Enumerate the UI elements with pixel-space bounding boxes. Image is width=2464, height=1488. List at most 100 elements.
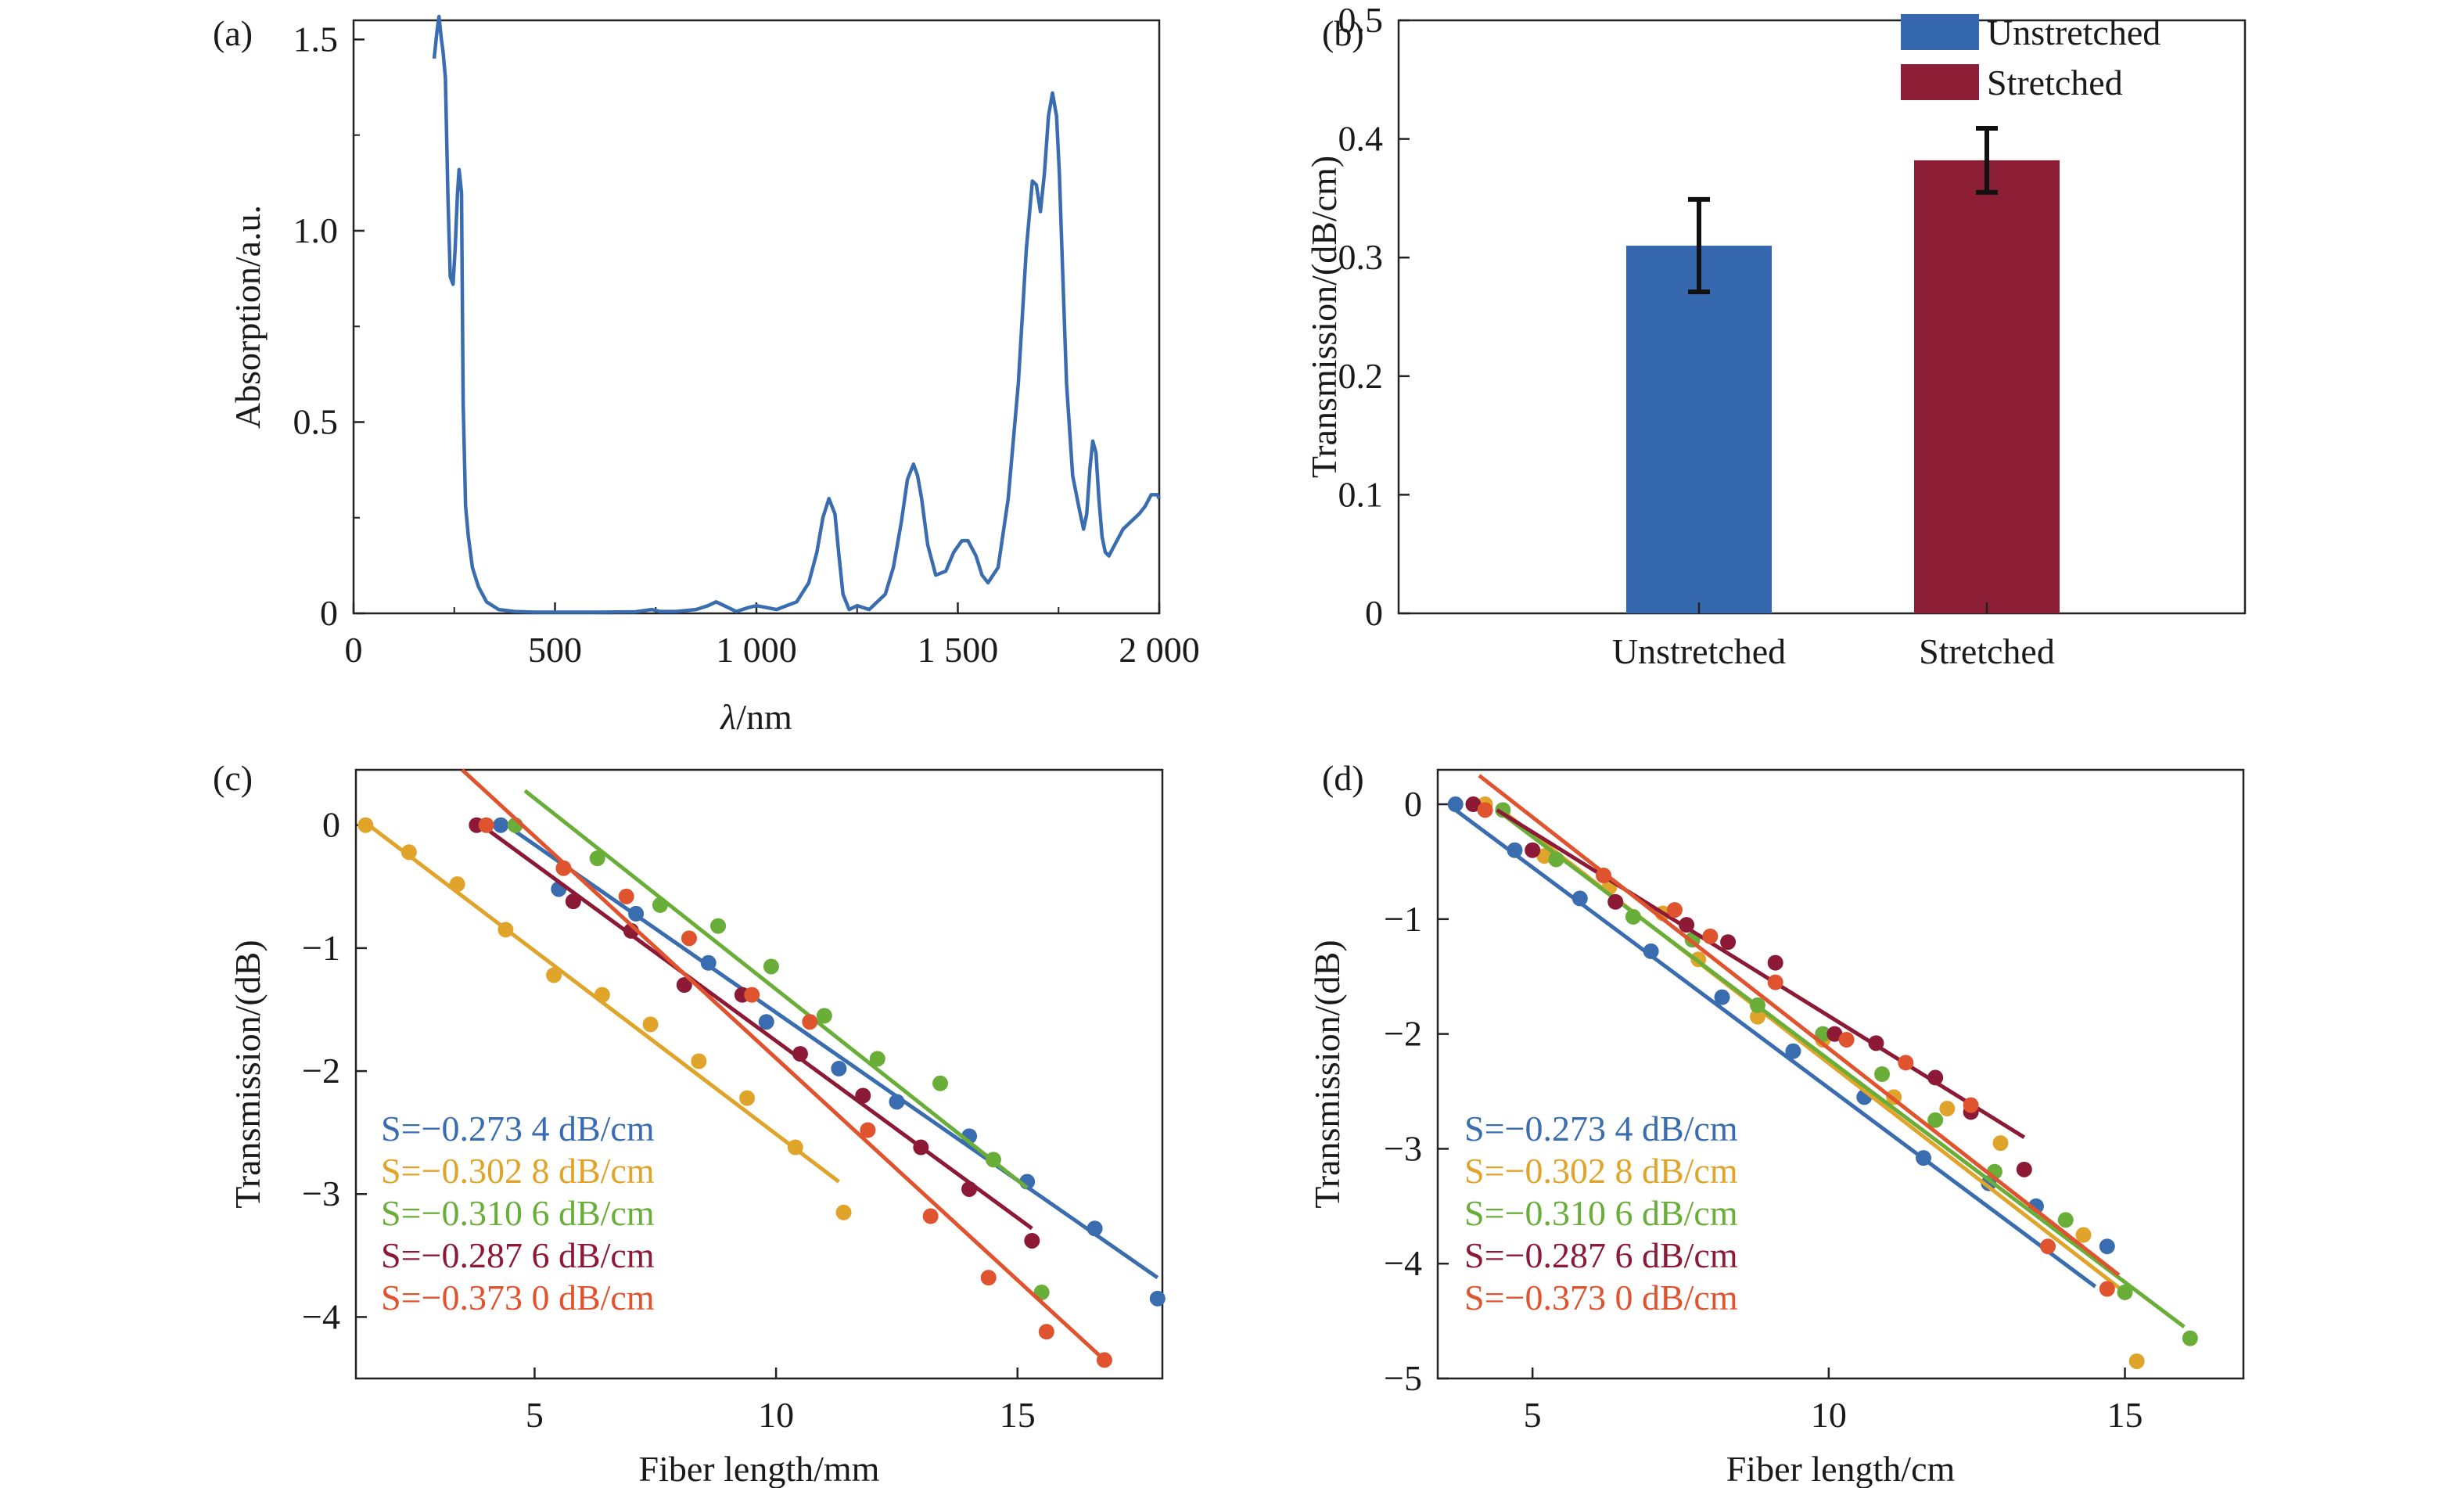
data-point <box>2182 1330 2198 1346</box>
data-point <box>1927 1112 1944 1128</box>
data-point <box>555 860 572 876</box>
x-tick-label: 0 <box>345 630 363 670</box>
data-point <box>1536 848 1553 864</box>
data-point <box>676 977 692 994</box>
y-tick-label: 0 <box>322 805 340 845</box>
data-point <box>2117 1284 2133 1300</box>
data-point <box>1963 1097 1979 1113</box>
data-point <box>816 1008 832 1024</box>
data-point <box>1785 1043 1801 1059</box>
panel-label: (b) <box>1322 13 1364 53</box>
fit-line <box>1478 774 2121 1277</box>
y-tick-label: 0 <box>320 593 338 633</box>
data-point <box>961 1181 978 1197</box>
data-point <box>1548 851 1564 868</box>
data-point <box>922 1208 939 1224</box>
data-point <box>2057 1212 2074 1228</box>
plot-frame <box>352 19 1161 615</box>
data-point <box>1749 997 1765 1013</box>
y-tick-label: 0.3 <box>1338 237 1384 277</box>
data-point <box>889 1094 905 1110</box>
fit-line <box>1454 808 2097 1289</box>
y-tick-label: −2 <box>302 1051 340 1091</box>
data-point <box>691 1053 707 1069</box>
x-tick-label: 15 <box>2107 1395 2143 1435</box>
legend-label: Stretched <box>1987 63 2123 102</box>
data-point <box>855 1087 871 1104</box>
data-point <box>1981 1175 1997 1191</box>
data-point <box>1607 893 1624 910</box>
y-tick-label: 0 <box>1404 784 1422 824</box>
legend-label: S=−0.273 4 dB/cm <box>381 1109 655 1148</box>
data-point <box>1525 842 1541 858</box>
data-point <box>802 1014 818 1030</box>
x-axis-label: λ/nm <box>719 697 792 737</box>
fit-line <box>514 829 1159 1280</box>
y-tick-label: −4 <box>1384 1243 1422 1283</box>
legend-label: S=−0.373 0 dB/cm <box>381 1278 655 1317</box>
data-point <box>478 817 494 833</box>
data-point <box>763 958 779 975</box>
data-point <box>546 967 562 983</box>
data-point <box>1666 902 1683 918</box>
data-point <box>1596 868 1612 884</box>
plot-frame <box>1436 768 2245 1380</box>
data-point <box>1477 802 1493 818</box>
data-point <box>1714 989 1730 1005</box>
data-point <box>1465 796 1482 813</box>
fit-line <box>1496 808 2026 1139</box>
legend-swatch <box>1901 64 1979 100</box>
data-point <box>1868 1035 1884 1051</box>
data-point <box>831 1060 847 1076</box>
y-tick-label: −1 <box>1384 899 1422 939</box>
data-point <box>642 1016 659 1033</box>
data-point <box>1874 1066 1891 1082</box>
data-point <box>1024 1232 1040 1249</box>
data-point <box>710 918 727 934</box>
data-point <box>913 1139 929 1156</box>
fit-line <box>480 823 1033 1231</box>
data-point <box>1149 1290 1166 1306</box>
data-point <box>739 1090 756 1106</box>
data-point <box>2099 1281 2115 1297</box>
x-tick-label: Unstretched <box>1612 631 1786 671</box>
data-point <box>1038 1324 1054 1340</box>
panel-label: (c) <box>213 758 253 798</box>
data-point <box>357 817 374 833</box>
y-axis-label: Transmission/(dB/cm) <box>1304 156 1344 478</box>
legend-label: S=−0.287 6 dB/cm <box>1464 1235 1738 1275</box>
data-point <box>1838 1031 1855 1048</box>
data-point <box>1826 1026 1843 1042</box>
data-point <box>652 897 668 913</box>
y-tick-label: 0.2 <box>1338 356 1384 396</box>
panel-a: (a) 0 0.5 1.0 1.5 0 500 1 000 1 500 2 000 Absorpti… <box>213 13 1200 737</box>
x-tick-label: 500 <box>528 630 582 670</box>
data-point <box>618 888 634 904</box>
legend-label: S=−0.373 0 dB/cm <box>1464 1278 1738 1317</box>
data-point <box>449 876 465 893</box>
panel-d: (d) 0 −1 −2 −3 −4 −5 5 10 15 Transmission/(dB) Fibe… <box>1307 758 2245 1488</box>
data-point <box>744 987 760 1003</box>
absorption-line <box>432 14 1161 614</box>
y-tick-label: −5 <box>1384 1358 1422 1398</box>
data-point <box>835 1204 852 1220</box>
data-point <box>589 850 605 867</box>
y-tick-label: 0.5 <box>1338 0 1384 40</box>
legend-swatch <box>1901 14 1979 50</box>
data-point <box>1767 954 1783 971</box>
data-point <box>860 1122 876 1138</box>
data-point <box>985 1152 1001 1168</box>
plot-frame <box>1397 19 2247 615</box>
y-axis-label: Transmission/(dB) <box>228 940 268 1208</box>
data-point <box>681 930 697 947</box>
data-point <box>1927 1069 1944 1086</box>
data-point <box>497 922 514 938</box>
x-tick-label: 5 <box>526 1395 544 1435</box>
y-tick-label: 0.5 <box>293 401 339 441</box>
data-point <box>1916 1150 1932 1166</box>
x-axis-label: Fiber length/cm <box>1726 1449 1956 1488</box>
data-point <box>1571 890 1588 907</box>
fit-line <box>523 789 1029 1190</box>
data-point <box>2040 1238 2056 1255</box>
x-tick-label: 10 <box>1811 1395 1847 1435</box>
